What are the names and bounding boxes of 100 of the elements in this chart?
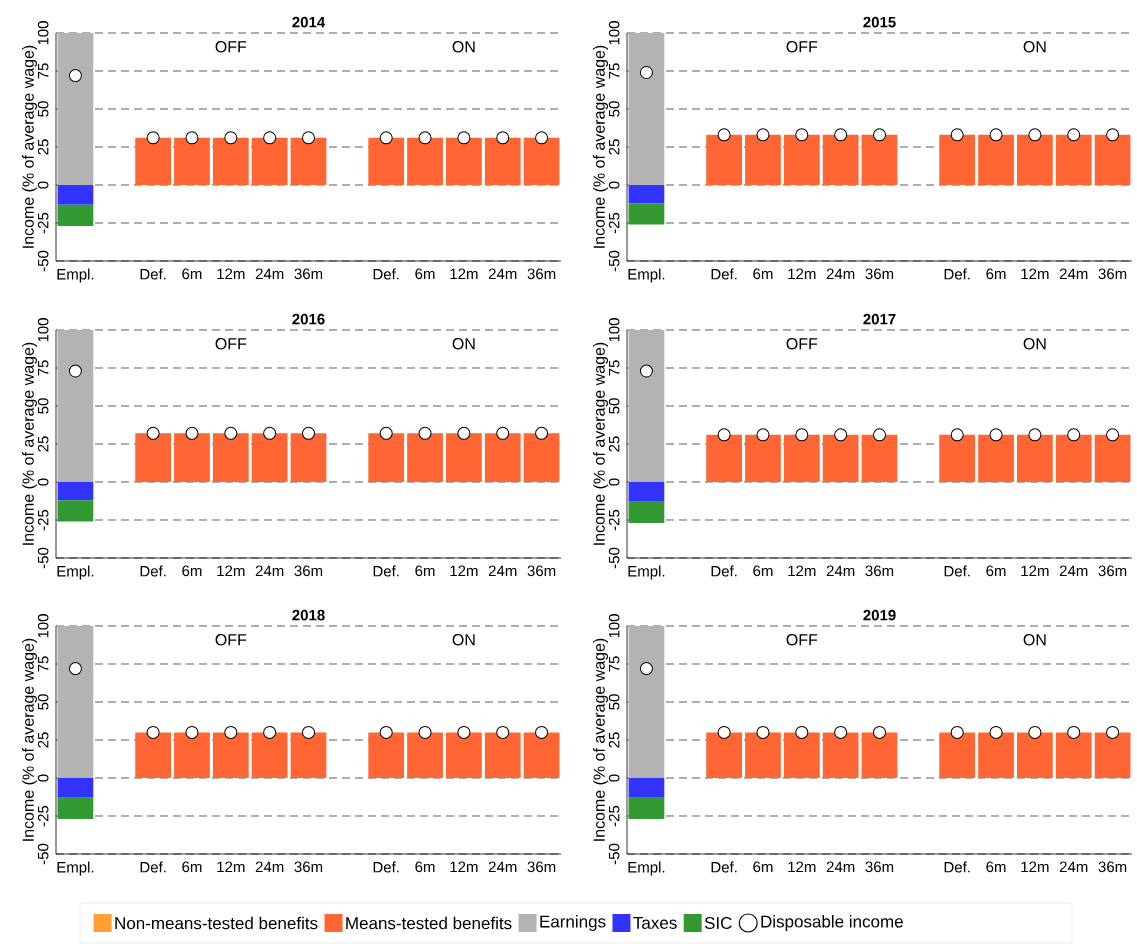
bar — [745, 134, 781, 185]
bar — [484, 433, 521, 482]
bar — [706, 434, 742, 482]
bar — [822, 134, 859, 185]
bar — [628, 625, 665, 778]
bar — [1094, 434, 1131, 482]
bar — [446, 137, 482, 185]
bar — [446, 433, 482, 482]
x-tick-label: 12m — [788, 861, 816, 872]
bar — [57, 777, 94, 798]
x-tick-label: 36m — [527, 565, 556, 577]
bar — [135, 137, 171, 185]
y-tick-label: 50 — [37, 398, 49, 414]
bar — [1055, 134, 1092, 185]
annotation: OFF — [215, 41, 247, 53]
bar — [861, 134, 898, 185]
y-tick-label: 75 — [38, 656, 49, 672]
bar — [290, 732, 327, 778]
bar — [57, 32, 94, 185]
x-tick-label: 6m — [415, 565, 435, 577]
y-tick-label: -50 — [37, 547, 49, 569]
x-tick-label: 12m — [1021, 861, 1049, 872]
x-tick-label: 12m — [217, 861, 245, 872]
x-tick-label: 12m — [450, 861, 478, 872]
y-tick-label: 25 — [37, 139, 49, 155]
bar — [1017, 134, 1053, 185]
bar — [939, 434, 976, 482]
bar — [1094, 134, 1131, 185]
bar — [783, 434, 820, 482]
y-tick-label: -25 — [37, 509, 49, 531]
y-tick-label: 100 — [37, 318, 49, 342]
y-tick-label: -50 — [608, 843, 620, 865]
bar — [251, 433, 288, 482]
legend-label: Non-means-tested benefits — [115, 916, 318, 930]
x-tick-label: 12m — [217, 565, 245, 576]
x-tick-label: 36m — [865, 861, 894, 873]
bar — [484, 137, 521, 185]
y-tick-label: 0 — [608, 774, 620, 782]
x-tick-label: 36m — [294, 565, 323, 577]
bar — [523, 732, 560, 778]
annotation: ON — [452, 634, 475, 646]
bar — [1094, 732, 1131, 778]
x-tick-label: 6m — [182, 565, 202, 577]
bar — [57, 184, 94, 205]
y-tick-label: 75 — [609, 360, 620, 376]
y-tick-label: -50 — [37, 843, 49, 865]
x-tick-label: 12m — [1021, 565, 1049, 576]
bar — [822, 732, 859, 778]
annotation: ON — [452, 338, 475, 350]
x-tick-label: Def. — [373, 268, 399, 280]
bar — [407, 732, 443, 778]
bar — [57, 500, 94, 522]
chart-title: 2016 — [292, 313, 325, 325]
x-tick-label: Empl. — [57, 565, 94, 580]
bar — [783, 134, 820, 185]
bar — [1017, 732, 1053, 778]
annotation: ON — [1023, 41, 1046, 53]
y-tick-label: 50 — [37, 694, 49, 710]
bar — [57, 797, 94, 820]
x-tick-label: 12m — [788, 268, 816, 279]
y-tick-label: -25 — [608, 805, 620, 827]
bar — [1055, 732, 1092, 778]
x-tick-label: 24m — [826, 565, 855, 576]
bar — [212, 433, 249, 482]
x-tick-label: 24m — [1059, 565, 1088, 576]
y-tick-label: 100 — [608, 318, 620, 342]
legend-label: Earnings — [540, 915, 606, 931]
bar — [628, 329, 665, 482]
y-tick-label: 0 — [37, 478, 49, 486]
x-tick-label: 6m — [415, 861, 435, 873]
x-tick-label: 24m — [826, 268, 855, 279]
x-tick-label: 6m — [182, 861, 202, 873]
x-tick-label: 36m — [1098, 268, 1127, 280]
bar — [706, 732, 742, 778]
bar — [978, 134, 1014, 185]
y-tick-label: 25 — [608, 732, 620, 748]
y-tick-label: 25 — [608, 436, 620, 452]
y-tick-label: 50 — [37, 101, 49, 117]
x-tick-label: 12m — [450, 565, 478, 576]
y-axis-title: Income (% of average wage) — [22, 638, 37, 841]
bar — [251, 137, 288, 185]
y-tick-label: -50 — [608, 547, 620, 569]
x-tick-label: 24m — [1059, 861, 1088, 872]
y-tick-label: 50 — [608, 101, 620, 117]
y-tick-label: 100 — [608, 614, 620, 638]
x-tick-label: 24m — [255, 565, 284, 576]
x-tick-label: Def. — [140, 565, 166, 577]
x-tick-label: Def. — [373, 565, 399, 577]
bar — [484, 732, 521, 778]
y-tick-label: -25 — [37, 805, 49, 827]
y-tick-label: 100 — [608, 21, 620, 45]
annotation: OFF — [215, 634, 247, 646]
x-tick-label: 12m — [788, 565, 816, 576]
x-tick-label: 12m — [1021, 268, 1049, 279]
bar — [861, 434, 898, 482]
x-tick-label: 24m — [255, 861, 284, 872]
annotation: OFF — [215, 338, 247, 350]
x-tick-label: Def. — [711, 268, 737, 280]
x-tick-label: 36m — [1098, 861, 1127, 873]
bar — [57, 329, 94, 482]
